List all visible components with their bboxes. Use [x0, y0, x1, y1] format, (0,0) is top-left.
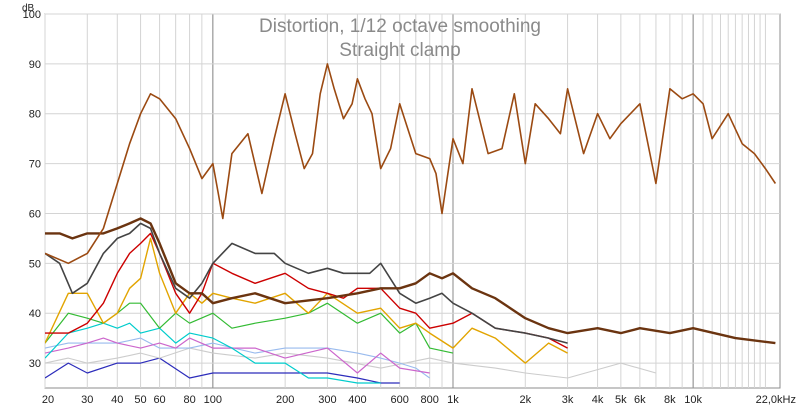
grid — [44, 13, 780, 388]
series-line — [45, 322, 381, 384]
x-tick-label: 80 — [183, 394, 195, 406]
series-line — [45, 63, 777, 265]
x-tick-label: 50 — [134, 394, 146, 406]
x-tick-label: 4k — [592, 394, 604, 406]
series-line — [45, 232, 568, 349]
x-tick-label: 400 — [348, 394, 366, 406]
series-line — [45, 237, 568, 364]
x-tick-label: 10k — [684, 394, 702, 406]
x-tick-label: 20 — [42, 394, 54, 406]
x-axis: 20 30 40 50 60 80 100 200 300 400 600 800 1k 2k 3k 4k 5k… — [42, 394, 796, 406]
x-tick-label: 100 — [204, 394, 222, 406]
x-tick-label: 8k — [664, 394, 676, 406]
x-tick-label: 5k — [615, 394, 627, 406]
series-line — [45, 337, 430, 374]
x-tick-label: 600 — [391, 394, 409, 406]
y-axis: 30 40 50 60 70 80 90 100 — [23, 9, 41, 370]
y-tick-label: 70 — [29, 159, 41, 171]
chart-subtitle: Straight clamp — [339, 40, 460, 61]
x-tick-label: 60 — [153, 394, 165, 406]
y-tick-label: 90 — [29, 59, 41, 71]
series-layer — [45, 63, 777, 384]
y-tick-label: 40 — [29, 308, 41, 320]
x-tick-label: 6k — [634, 394, 646, 406]
chart-title: Distortion, 1/12 octave smoothing — [259, 16, 541, 37]
x-tick-label: 30 — [81, 394, 93, 406]
series-line — [45, 357, 400, 384]
y-tick-label: 30 — [29, 358, 41, 370]
y-axis-unit: dB — [22, 3, 35, 14]
series-line — [45, 222, 568, 344]
x-tick-label: 1k — [447, 394, 459, 406]
y-tick-label: 100 — [23, 9, 41, 21]
y-tick-label: 80 — [29, 109, 41, 121]
x-tick-label: 800 — [421, 394, 439, 406]
y-tick-label: 50 — [29, 258, 41, 270]
y-tick-label: 60 — [29, 208, 41, 220]
x-tick-label: 3k — [562, 394, 574, 406]
x-tick-label: 200 — [276, 394, 294, 406]
x-tick-label: 22,0kHz — [756, 394, 796, 406]
x-tick-label: 40 — [111, 394, 123, 406]
x-tick-label: 300 — [318, 394, 336, 406]
x-tick-label: 2k — [519, 394, 531, 406]
series-line — [45, 217, 776, 345]
series-line — [45, 347, 657, 379]
